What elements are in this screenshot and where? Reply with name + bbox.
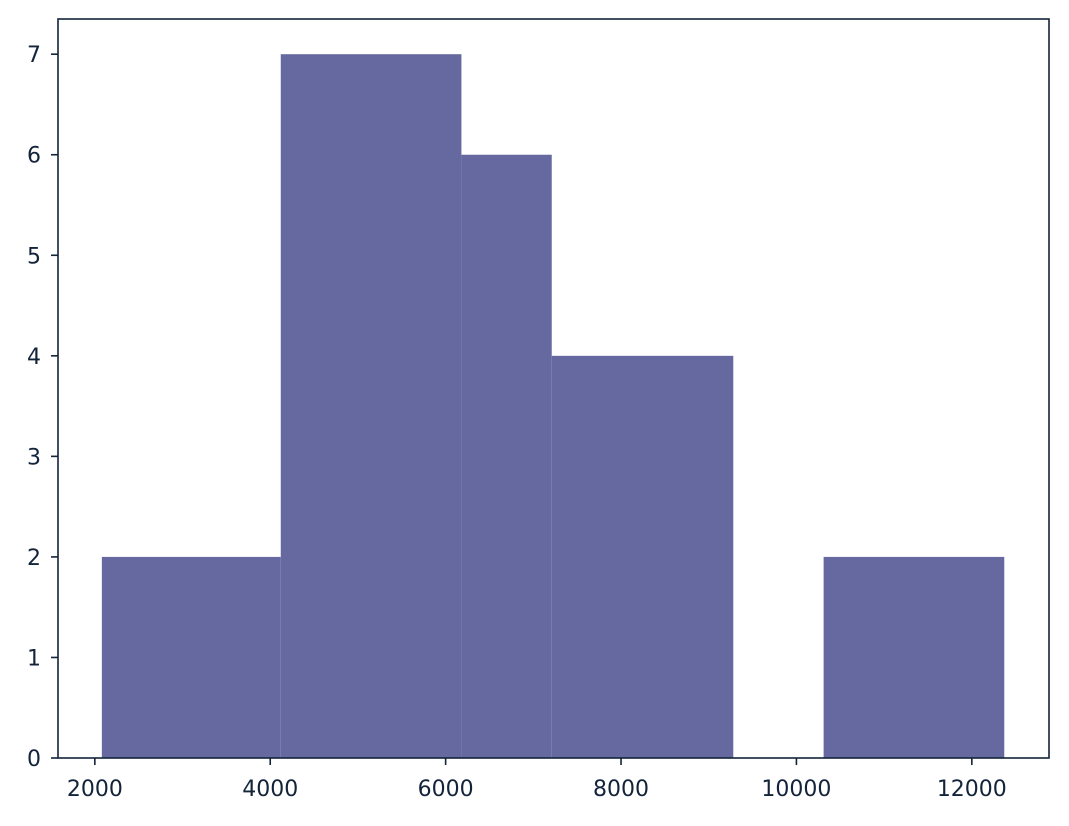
- y-tick-label: 5: [27, 244, 41, 269]
- bars-group: [101, 54, 1005, 759]
- x-tick-label: 12000: [937, 777, 1007, 802]
- x-axis-ticks: 2000 4000 6000 8000 10000 12000: [67, 758, 1007, 802]
- y-tick-label: 6: [27, 144, 41, 169]
- histogram-bar-4: [823, 556, 1005, 758]
- x-tick-label: 8000: [593, 777, 649, 802]
- x-tick-label: 4000: [242, 777, 298, 802]
- histogram-bar-1: [280, 54, 462, 758]
- x-tick-label: 6000: [418, 777, 474, 802]
- y-axis-ticks: 0 1 2 3 4 5 6 7: [27, 43, 58, 772]
- x-tick-label: 10000: [761, 777, 831, 802]
- plot-frame: [57, 18, 1050, 759]
- y-tick-label: 2: [27, 546, 41, 571]
- y-tick-label: 0: [27, 747, 41, 772]
- x-tick-label: 2000: [67, 777, 123, 802]
- y-tick-label: 1: [27, 646, 41, 671]
- y-tick-label: 3: [27, 445, 41, 470]
- histogram-bar-2: [461, 154, 552, 759]
- histogram-bar-0: [101, 556, 281, 758]
- y-tick-label: 4: [27, 345, 41, 370]
- y-tick-label: 7: [27, 43, 41, 68]
- histogram-bar-3: [551, 355, 734, 758]
